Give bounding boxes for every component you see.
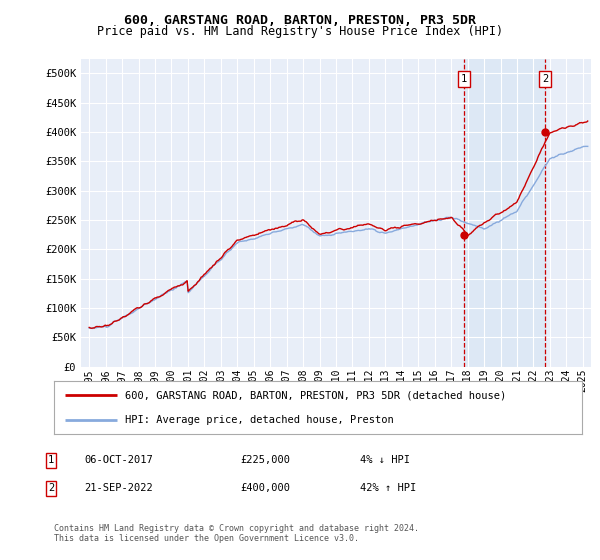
Text: 4% ↓ HPI: 4% ↓ HPI (360, 455, 410, 465)
Text: £400,000: £400,000 (240, 483, 290, 493)
Text: 600, GARSTANG ROAD, BARTON, PRESTON, PR3 5DR: 600, GARSTANG ROAD, BARTON, PRESTON, PR3… (124, 14, 476, 27)
Bar (464, 59, 545, 367)
Text: 2: 2 (48, 483, 54, 493)
Text: 42% ↑ HPI: 42% ↑ HPI (360, 483, 416, 493)
Text: 2: 2 (542, 74, 548, 84)
Text: Price paid vs. HM Land Registry's House Price Index (HPI): Price paid vs. HM Land Registry's House … (97, 25, 503, 38)
Text: 1: 1 (461, 74, 467, 84)
Text: 1: 1 (48, 455, 54, 465)
Text: 21-SEP-2022: 21-SEP-2022 (84, 483, 153, 493)
Text: HPI: Average price, detached house, Preston: HPI: Average price, detached house, Pres… (125, 414, 394, 424)
Text: 06-OCT-2017: 06-OCT-2017 (84, 455, 153, 465)
Text: Contains HM Land Registry data © Crown copyright and database right 2024.
This d: Contains HM Land Registry data © Crown c… (54, 524, 419, 543)
Text: £225,000: £225,000 (240, 455, 290, 465)
Text: 600, GARSTANG ROAD, BARTON, PRESTON, PR3 5DR (detached house): 600, GARSTANG ROAD, BARTON, PRESTON, PR3… (125, 390, 506, 400)
